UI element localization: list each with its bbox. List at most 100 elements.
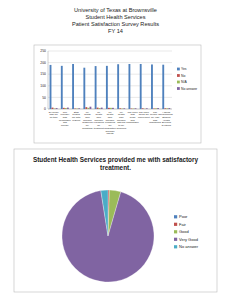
text-line: on time xyxy=(50,116,59,119)
y-tick-label: 100 xyxy=(40,84,46,88)
text-line: friendly xyxy=(61,124,70,127)
bar xyxy=(133,108,135,109)
y-tick-label: 150 xyxy=(40,72,46,76)
legend-label: Very Good xyxy=(179,237,198,242)
header-line: Student Health Services xyxy=(85,14,145,20)
legend-label: Good xyxy=(179,229,189,234)
x-tick-label: Stafftreatedme withrespect xyxy=(72,111,81,122)
bar xyxy=(128,64,130,109)
bar xyxy=(168,108,170,109)
grid-line xyxy=(48,97,172,98)
bar xyxy=(87,108,89,109)
text-line: maintained xyxy=(149,121,161,124)
text-line: comfortable xyxy=(126,121,139,124)
x-tick-label: I wouldrecommendStudentHealthServicesto … xyxy=(160,111,173,128)
text-line: treatment xyxy=(94,127,104,130)
grid-line xyxy=(48,74,172,75)
legend-swatch xyxy=(177,74,180,77)
legend-label: No answer xyxy=(181,87,198,91)
grid-line xyxy=(48,85,172,86)
bar xyxy=(97,108,99,109)
bar xyxy=(74,108,76,109)
bar xyxy=(76,108,78,109)
bar xyxy=(72,64,74,109)
x-axis xyxy=(48,109,172,110)
legend-label: Fair xyxy=(179,222,187,227)
legend-label: No answer xyxy=(179,244,199,249)
text-line: convenient xyxy=(138,116,150,119)
y-tick-label: 200 xyxy=(40,61,46,65)
bar xyxy=(78,108,80,109)
bar xyxy=(101,108,103,109)
bar xyxy=(85,107,87,109)
chart-title: Student Health Services provided me with… xyxy=(33,156,199,171)
text-line: respect xyxy=(72,119,80,122)
bar xyxy=(83,68,85,109)
legend-label: Poor xyxy=(179,214,188,219)
legend-swatch xyxy=(174,215,177,218)
bar xyxy=(142,108,144,109)
bar xyxy=(140,64,142,109)
bar xyxy=(117,64,119,109)
bar xyxy=(151,64,153,109)
chart-frame xyxy=(34,45,201,143)
text-line: to others xyxy=(162,124,172,127)
chart-frame xyxy=(14,149,217,292)
pie-slice xyxy=(101,190,108,236)
y-tick-label: 0 xyxy=(44,107,46,111)
x-tick-label: Dr./nursesaw meon time xyxy=(49,111,59,119)
legend-label: Yes xyxy=(181,67,187,71)
bar xyxy=(157,108,159,109)
grid-line xyxy=(48,62,172,63)
bar xyxy=(65,108,67,109)
x-tick-label: Myhealthcareprovideransweredmyquestions xyxy=(82,111,93,130)
legend-label: N/A xyxy=(181,80,187,84)
legend-swatch xyxy=(177,87,180,90)
y-tick-label: 250 xyxy=(40,49,46,53)
bar xyxy=(61,66,63,109)
bar xyxy=(108,108,110,109)
bar xyxy=(67,108,69,109)
bar xyxy=(99,108,101,109)
bar xyxy=(146,108,148,109)
legend-swatch xyxy=(174,230,177,233)
bar xyxy=(110,108,112,109)
text-line: questions xyxy=(82,127,93,130)
bar xyxy=(54,108,56,109)
bar xyxy=(119,108,121,109)
legend-swatch xyxy=(174,245,177,248)
legend-swatch xyxy=(174,223,177,226)
page: University of Texas at BrownsvilleStuden… xyxy=(0,0,231,300)
bar xyxy=(135,108,137,109)
legend-swatch xyxy=(174,238,177,241)
x-tick-label: The clinichours areconvenient xyxy=(138,111,150,119)
text-line: effects xyxy=(107,132,115,135)
bar xyxy=(106,66,108,109)
bar xyxy=(89,107,91,109)
text-line: treatment. xyxy=(100,164,131,171)
legend-swatch xyxy=(177,81,180,84)
x-tick-label: Myhealthcareproviderexplainedmymedicatio… xyxy=(104,111,116,136)
bar xyxy=(112,108,114,109)
header-line: University of Texas at Brownsville xyxy=(74,7,157,13)
bar xyxy=(131,108,133,109)
bar xyxy=(56,108,58,109)
grid-line xyxy=(48,51,172,52)
y-axis xyxy=(48,51,49,109)
bars xyxy=(50,64,171,109)
bar xyxy=(155,108,157,109)
bar xyxy=(164,108,166,109)
header-line: Patient Satisfaction Survey Results xyxy=(72,21,159,27)
y-tick-label: 50 xyxy=(42,96,46,100)
text-line: concerns xyxy=(116,127,127,130)
legend-label: No xyxy=(181,74,185,78)
bar xyxy=(123,108,125,109)
pie-slice xyxy=(62,191,154,282)
bar xyxy=(52,108,54,109)
bar xyxy=(153,108,155,109)
grid-line xyxy=(48,109,172,110)
bar xyxy=(63,108,65,109)
legend-swatch xyxy=(177,68,180,71)
bar xyxy=(166,108,168,109)
bar xyxy=(121,108,123,109)
